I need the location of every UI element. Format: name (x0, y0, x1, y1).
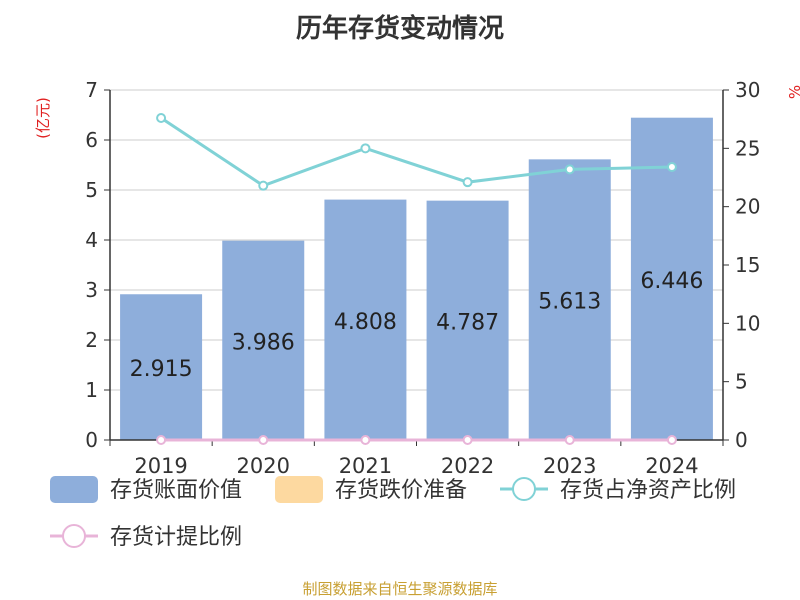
legend-label: 存货计提比例 (110, 525, 242, 550)
line-point-2024 (666, 435, 677, 445)
bar-data-label: 6.446 (640, 269, 703, 294)
y-right-axis-label: % (786, 85, 800, 99)
line-point-2020 (258, 180, 269, 191)
y-right-tick-label: 5 (735, 370, 748, 394)
legend-marker (512, 477, 536, 501)
y-left-tick-label: 4 (85, 228, 98, 252)
y-left-tick-label: 0 (85, 428, 98, 452)
source-note: 制图数据来自恒生聚源数据库 (302, 580, 498, 598)
bar-2020 (222, 240, 305, 440)
line-point-2019 (156, 435, 167, 445)
line-point-2021 (360, 143, 371, 154)
y-left-tick-label: 7 (85, 78, 98, 102)
x-tick-label: 2019 (134, 454, 187, 478)
legend-label: 存货占净资产比例 (560, 478, 736, 503)
x-tick-label: 2023 (543, 454, 596, 478)
line-point-2020 (258, 435, 269, 445)
legend-marker (62, 524, 86, 548)
legend-swatch (50, 476, 98, 503)
x-tick-label: 2020 (237, 454, 290, 478)
bar-2019 (120, 294, 203, 440)
y-left-tick-label: 2 (85, 328, 98, 352)
x-tick-label: 2021 (339, 454, 392, 478)
bar-data-label: 5.613 (538, 290, 601, 315)
x-tick-label: 2024 (645, 454, 698, 478)
line-point-2022 (462, 177, 473, 188)
line-point-2019 (156, 113, 167, 123)
bar-2022 (426, 200, 509, 440)
legend-swatch (275, 476, 323, 503)
bar-data-label: 4.808 (334, 310, 397, 335)
line-point-2021 (360, 435, 371, 445)
x-tick-label: 2022 (441, 454, 494, 478)
bar-data-label: 2.915 (130, 357, 193, 382)
legend-label: 存货账面价值 (110, 478, 242, 503)
y-right-tick-label: 0 (735, 428, 748, 452)
y-right-tick-label: 15 (735, 253, 760, 277)
line-point-2023 (564, 164, 575, 175)
bar-data-label: 3.986 (232, 330, 295, 355)
y-left-tick-label: 3 (85, 278, 98, 302)
bar-2023 (528, 159, 611, 440)
y-left-tick-label: 5 (85, 178, 98, 202)
y-right-tick-label: 10 (735, 311, 760, 335)
y-right-tick-label: 20 (735, 195, 760, 219)
chart-title: 历年存货变动情况 (295, 14, 504, 44)
y-left-tick-label: 1 (85, 378, 98, 402)
bar-data-label: 4.787 (436, 310, 499, 335)
y-left-axis-label: (亿元) (34, 97, 52, 139)
y-right-tick-label: 25 (735, 136, 760, 160)
line-point-2024 (666, 162, 677, 172)
line-存货占净资产比例 (160, 116, 672, 188)
line-point-2022 (462, 435, 473, 445)
y-left-tick-label: 6 (85, 128, 98, 152)
line-point-2023 (564, 435, 575, 445)
bar-2021 (324, 199, 407, 440)
legend-label: 存货跌价准备 (335, 478, 467, 503)
y-right-tick-label: 30 (735, 78, 760, 102)
